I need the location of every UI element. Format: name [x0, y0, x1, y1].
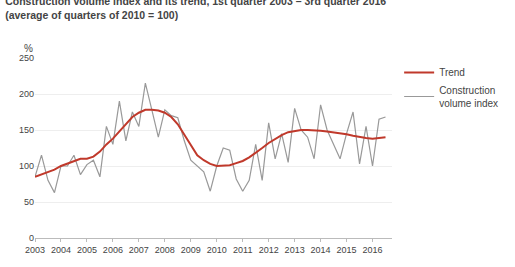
svg-text:2009: 2009 [181, 245, 201, 255]
svg-text:2007: 2007 [129, 245, 149, 255]
svg-text:Construction volume index and: Construction volume index and its trend,… [5, 0, 386, 21]
svg-text:50: 50 [24, 197, 34, 207]
svg-text:2003: 2003 [25, 245, 45, 255]
svg-text:2008: 2008 [155, 245, 175, 255]
svg-text:150: 150 [19, 125, 34, 135]
svg-text:100: 100 [19, 161, 34, 171]
svg-text:2011: 2011 [233, 245, 252, 255]
svg-text:2005: 2005 [77, 245, 97, 255]
svg-text:2014: 2014 [311, 245, 331, 255]
svg-text:2012: 2012 [259, 245, 279, 255]
svg-text:2013: 2013 [285, 245, 305, 255]
svg-text:2006: 2006 [103, 245, 123, 255]
svg-text:2010: 2010 [207, 245, 227, 255]
svg-text:250: 250 [19, 53, 34, 63]
svg-text:2015: 2015 [337, 245, 357, 255]
svg-text:0: 0 [29, 233, 34, 243]
svg-text:%: % [24, 43, 33, 54]
svg-text:Trend: Trend [439, 67, 465, 78]
svg-text:2016: 2016 [363, 245, 383, 255]
svg-text:200: 200 [19, 89, 34, 99]
svg-text:2004: 2004 [51, 245, 71, 255]
svg-text:Constructionvolume index: Constructionvolume index [439, 85, 498, 109]
